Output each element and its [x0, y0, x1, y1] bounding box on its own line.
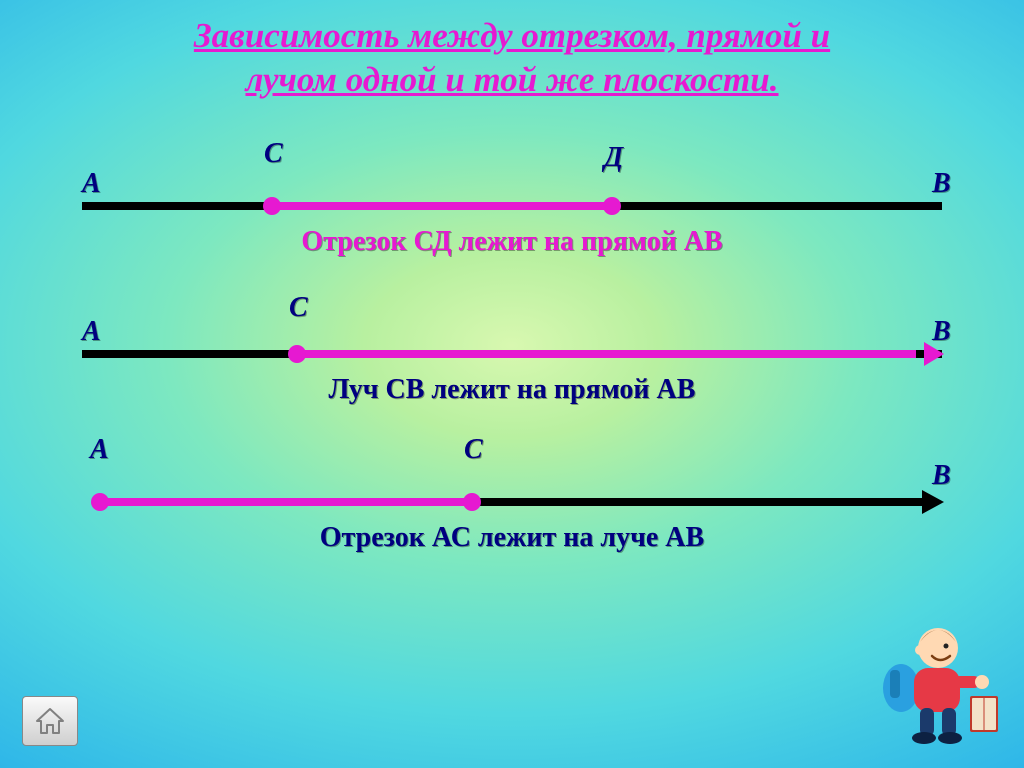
diagram-1: АСДВОтрезок СД лежит на прямой АВ — [0, 170, 1024, 240]
diagram-area: АСДВОтрезок СД лежит на прямой АВАСВЛуч … — [0, 170, 1024, 614]
point-label: С — [289, 292, 308, 324]
point-label: В — [932, 316, 951, 348]
overlay-segment — [100, 498, 472, 506]
point-label: А — [82, 168, 101, 200]
page-title: Зависимость между отрезком, прямой и луч… — [0, 14, 1024, 102]
line-layer: АСДВ — [82, 202, 942, 210]
diagram-caption: Отрезок АС лежит на луче АВ — [0, 522, 1024, 554]
boy-illustration — [866, 610, 1006, 750]
point-dot — [91, 493, 109, 511]
point-label: В — [932, 460, 951, 492]
diagram-2: АСВЛуч СВ лежит на прямой АВ — [0, 318, 1024, 388]
point-label: С — [464, 434, 483, 466]
home-button[interactable] — [22, 696, 78, 746]
point-dot — [288, 345, 306, 363]
line-layer: АСВ — [82, 498, 942, 506]
point-label: А — [90, 434, 109, 466]
home-icon — [33, 706, 67, 736]
point-dot — [263, 197, 281, 215]
point-label: В — [932, 168, 951, 200]
overlay-segment — [272, 202, 612, 210]
arrow-head — [922, 490, 944, 514]
diagram-3: АСВОтрезок АС лежит на луче АВ — [0, 466, 1024, 536]
title-line-1: Зависимость между отрезком, прямой и — [194, 16, 830, 55]
point-label: Д — [604, 142, 623, 174]
overlay-ray — [297, 350, 916, 358]
diagram-caption: Луч СВ лежит на прямой АВ — [0, 374, 1024, 406]
line-layer: АСВ — [82, 350, 942, 358]
point-dot — [463, 493, 481, 511]
point-dot — [603, 197, 621, 215]
point-label: С — [264, 138, 283, 170]
diagram-caption: Отрезок СД лежит на прямой АВ — [0, 226, 1024, 258]
title-line-2: лучом одной и той же плоскости. — [245, 60, 778, 99]
point-label: А — [82, 316, 101, 348]
